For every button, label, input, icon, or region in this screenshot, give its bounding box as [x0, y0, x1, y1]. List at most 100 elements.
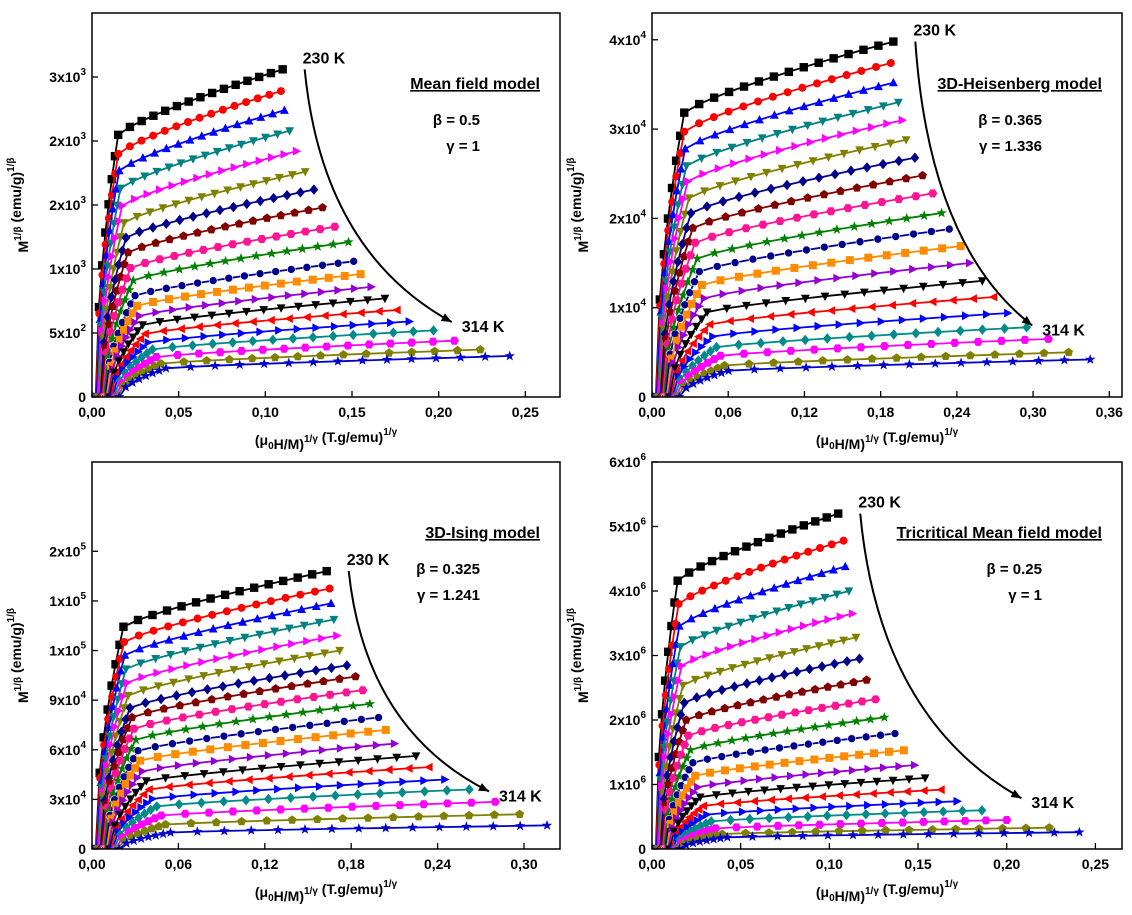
data-point	[107, 814, 116, 823]
data-point	[772, 325, 781, 334]
data-point	[804, 706, 814, 715]
data-point	[214, 669, 224, 678]
temp-high-label: 230 K	[347, 552, 390, 569]
data-point	[106, 239, 116, 249]
x-axis-label: (μ0H/M)1/γ (T.g/emu)1/γ	[255, 427, 398, 452]
data-point	[252, 806, 262, 815]
data-point	[1039, 348, 1049, 357]
data-point	[253, 614, 262, 623]
data-point	[118, 735, 128, 744]
data-point	[193, 173, 202, 183]
data-point	[248, 317, 257, 327]
data-point	[292, 277, 301, 286]
temperature-arrow-head	[1010, 789, 1022, 799]
data-point	[740, 660, 750, 670]
data-point	[218, 105, 227, 114]
data-point	[806, 307, 815, 317]
data-point	[118, 201, 127, 210]
data-point	[197, 721, 208, 731]
data-point	[695, 136, 705, 145]
data-point	[135, 644, 144, 653]
data-point	[663, 344, 674, 354]
data-point	[249, 583, 259, 592]
data-point	[115, 335, 124, 344]
data-point	[114, 391, 125, 397]
data-point	[822, 830, 833, 840]
data-point	[214, 718, 225, 729]
data-point	[664, 729, 674, 739]
data-point	[120, 650, 130, 659]
data-point	[710, 603, 720, 613]
data-point	[166, 651, 175, 660]
data-point	[814, 642, 824, 651]
data-point	[150, 148, 159, 157]
data-point	[211, 788, 220, 798]
data-point	[1049, 827, 1060, 837]
data-point	[177, 281, 187, 290]
data-point	[409, 326, 418, 337]
data-point	[276, 805, 286, 814]
data-point	[680, 817, 689, 827]
data-point	[658, 781, 667, 791]
data-point	[670, 286, 680, 295]
data-point	[202, 208, 211, 219]
y-tick-mantissa: 5x10	[609, 519, 640, 535]
data-point	[691, 797, 701, 807]
data-point	[808, 597, 818, 606]
data-point	[329, 615, 339, 625]
data-point	[826, 306, 836, 315]
data-point	[128, 309, 137, 318]
data-point	[243, 159, 252, 169]
data-point	[199, 770, 209, 779]
data-point	[260, 281, 269, 290]
data-point	[748, 254, 758, 264]
data-point	[695, 375, 706, 385]
data-point	[194, 627, 203, 636]
data-point	[244, 283, 253, 292]
data-point	[219, 796, 229, 807]
series-line	[99, 664, 348, 849]
data-point	[738, 807, 748, 817]
data-point	[911, 328, 921, 339]
x-axis-label-part: 1/γ	[944, 879, 958, 890]
data-point	[859, 288, 869, 297]
data-point	[692, 322, 701, 332]
data-point	[218, 768, 228, 777]
series-line	[99, 188, 315, 397]
data-point	[283, 357, 294, 368]
data-point	[672, 296, 682, 305]
data-point	[909, 229, 918, 239]
data-point	[116, 666, 126, 675]
data-point	[782, 179, 792, 191]
data-point	[151, 655, 160, 664]
data-point	[756, 806, 766, 816]
x-tick-label: 0,24	[424, 856, 451, 872]
data-point	[907, 299, 917, 308]
y-tick-mantissa: 2x10	[609, 712, 640, 728]
data-point	[255, 630, 264, 640]
data-point	[385, 339, 395, 348]
data-point	[682, 276, 693, 287]
data-point	[138, 790, 148, 799]
data-point	[938, 280, 948, 290]
data-point	[239, 689, 249, 698]
data-point	[180, 647, 190, 656]
data-point	[380, 294, 390, 304]
data-point	[754, 204, 763, 213]
data-point	[111, 318, 122, 329]
data-point	[873, 829, 884, 840]
data-point	[196, 290, 205, 299]
data-point	[852, 126, 862, 136]
data-point	[783, 794, 792, 804]
data-point	[130, 734, 141, 745]
data-point	[180, 772, 190, 781]
data-point	[918, 170, 927, 180]
data-point	[490, 797, 500, 806]
data-point	[343, 341, 353, 350]
data-point	[144, 364, 153, 373]
data-point	[235, 587, 244, 596]
data-point	[310, 587, 319, 596]
data-point	[867, 302, 876, 312]
data-point	[705, 320, 714, 329]
data-point	[739, 638, 748, 648]
